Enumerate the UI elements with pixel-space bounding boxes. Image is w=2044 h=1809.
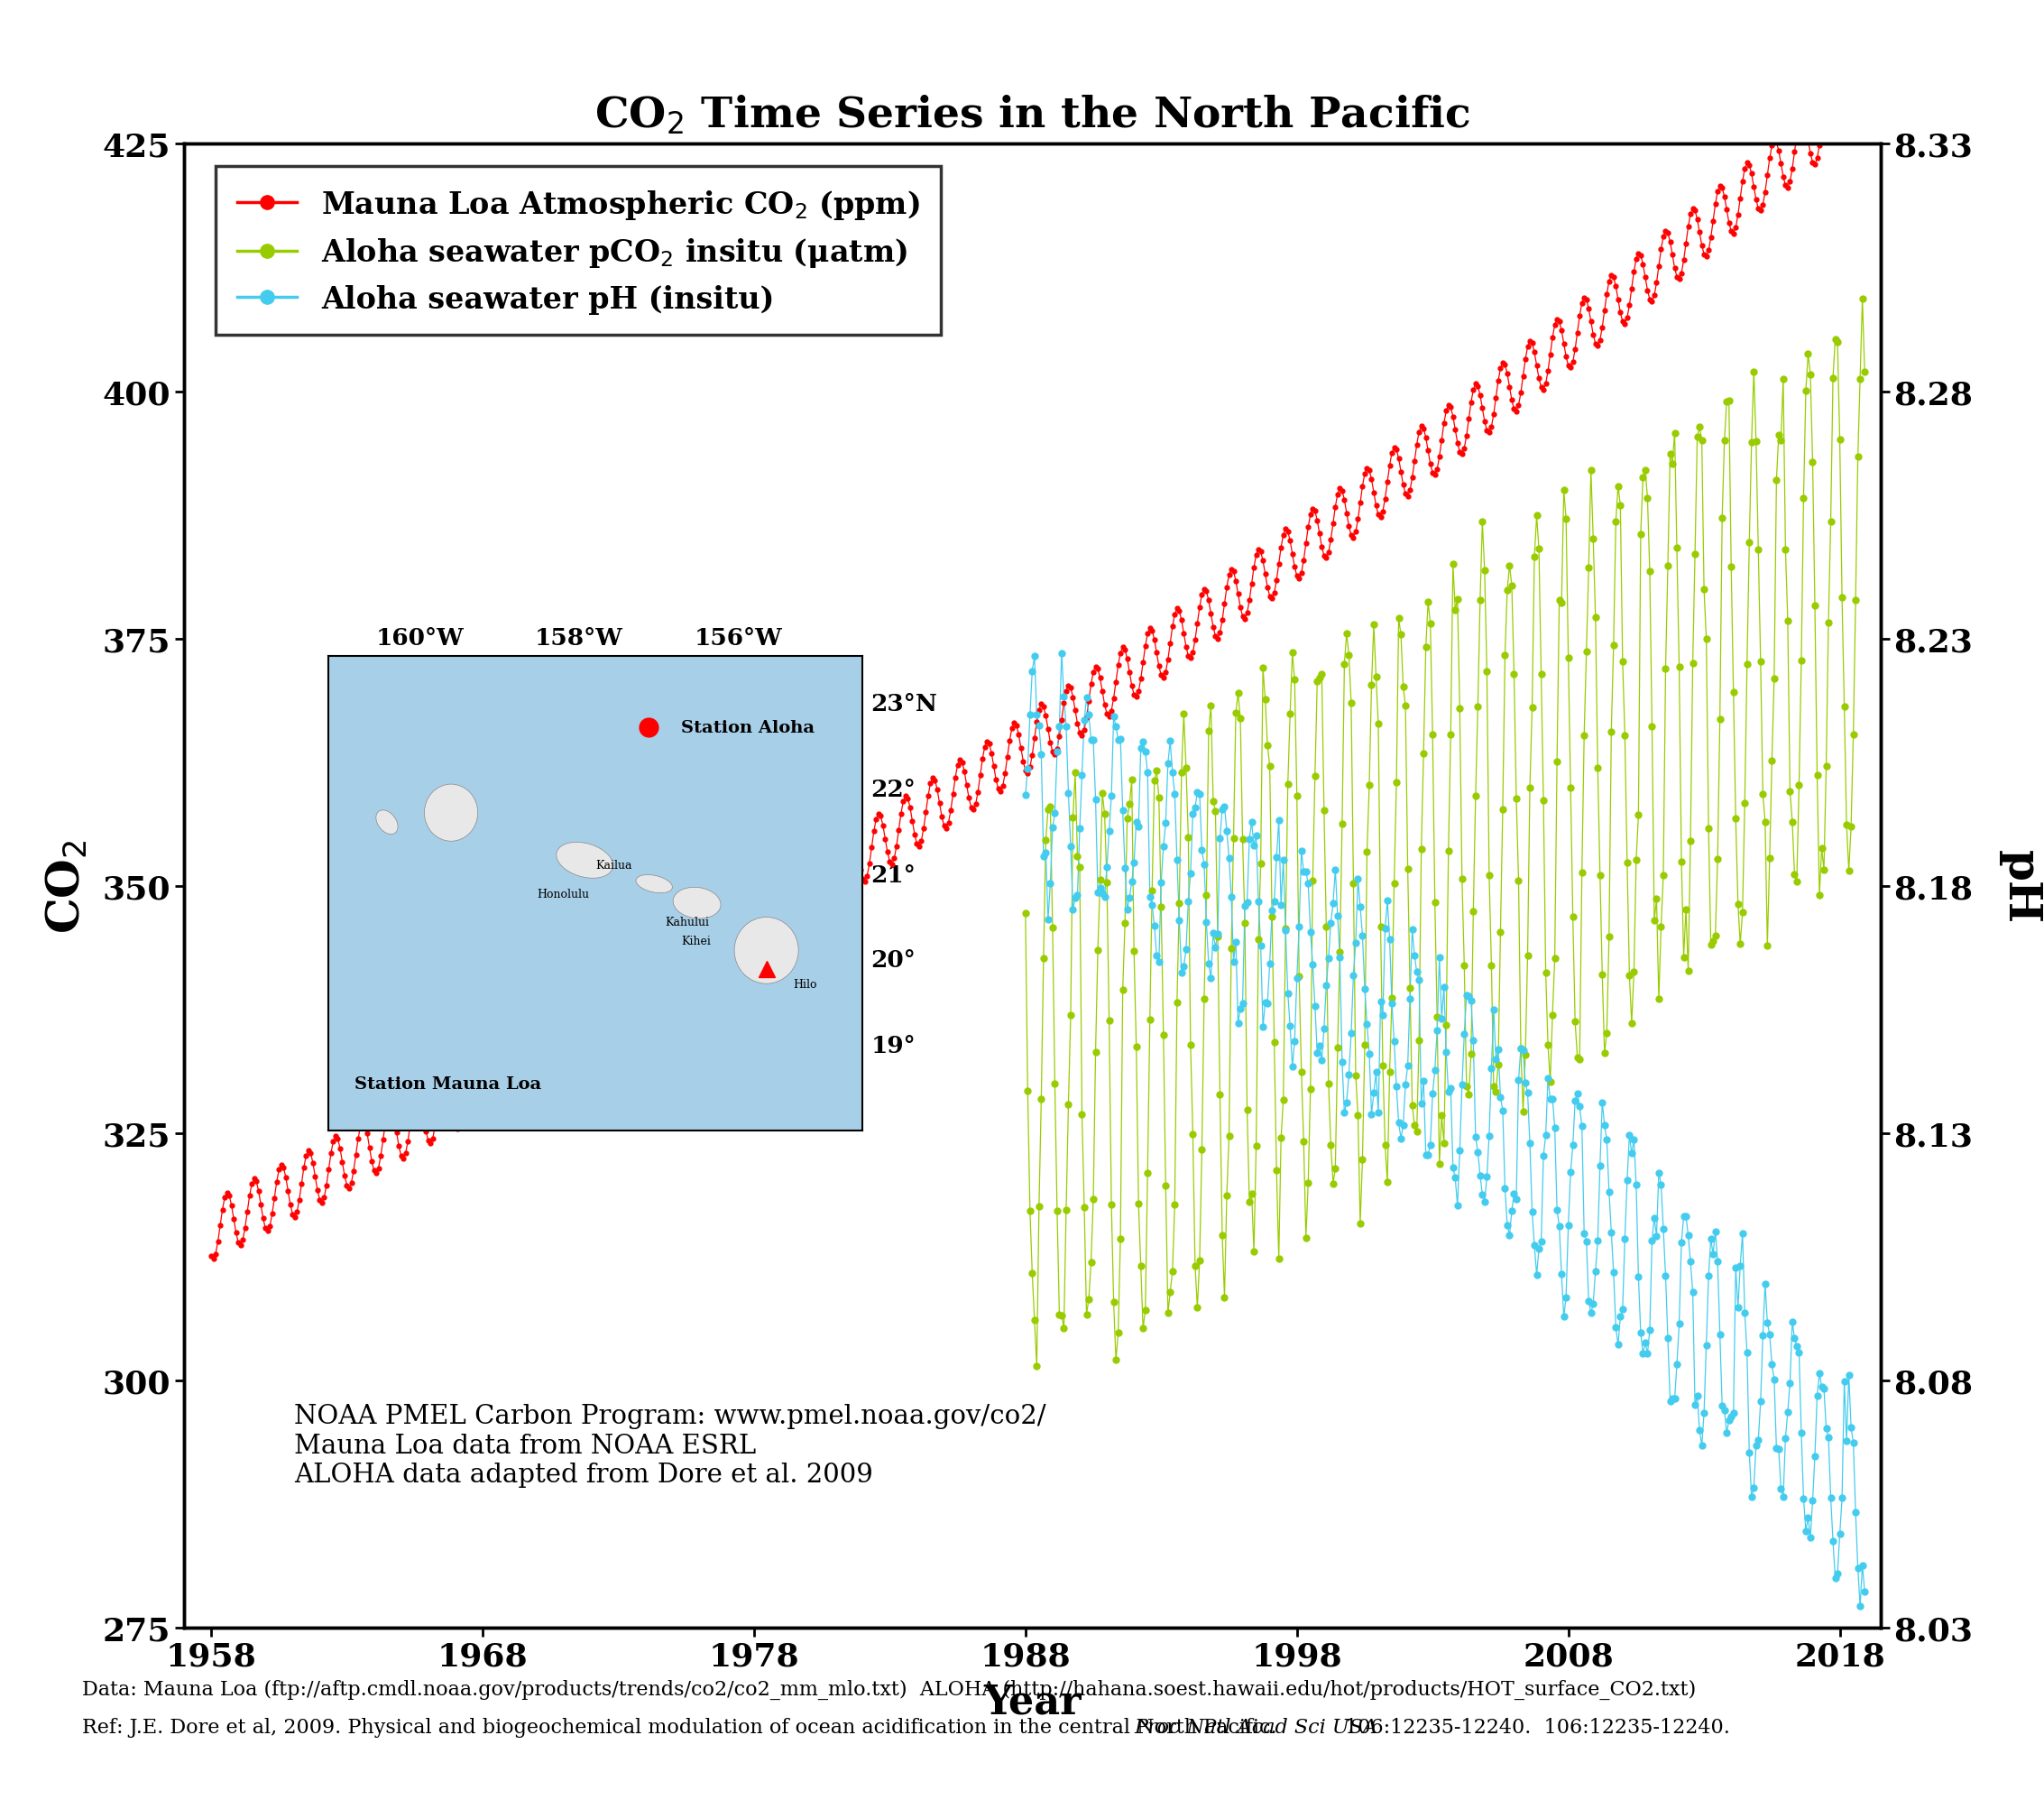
Text: NOAA PMEL Carbon Program: www.pmel.noaa.gov/co2/
Mauna Loa data from NOAA ESRL
A: NOAA PMEL Carbon Program: www.pmel.noaa.… — [294, 1404, 1047, 1487]
Text: 22°: 22° — [871, 778, 916, 801]
Text: Ref: J.E. Dore et al, 2009. Physical and biogeochemical modulation of ocean acid: Ref: J.E. Dore et al, 2009. Physical and… — [82, 1717, 1284, 1737]
Text: 23°N: 23°N — [871, 693, 938, 715]
Y-axis label: pH: pH — [1999, 850, 2042, 923]
Y-axis label: CO$_2$: CO$_2$ — [45, 839, 90, 933]
X-axis label: Year: Year — [983, 1682, 1081, 1720]
Text: 156°W: 156°W — [695, 626, 783, 649]
Text: 20°: 20° — [871, 950, 916, 971]
Text: 160°W: 160°W — [376, 626, 464, 649]
Text: Proc Natl Acad Sci USA: Proc Natl Acad Sci USA — [1134, 1717, 1378, 1737]
Title: CO$_2$ Time Series in the North Pacific: CO$_2$ Time Series in the North Pacific — [595, 94, 1470, 136]
Legend: Mauna Loa Atmospheric CO$_2$ (ppm), Aloha seawater pCO$_2$ insitu (μatm), Aloha : Mauna Loa Atmospheric CO$_2$ (ppm), Aloh… — [217, 166, 940, 336]
Text: 21°: 21° — [871, 863, 916, 886]
Text: 158°W: 158°W — [536, 626, 623, 649]
Text: 106:12235-12240.  106:12235-12240.: 106:12235-12240. 106:12235-12240. — [1339, 1717, 1729, 1737]
Text: Data: Mauna Loa (ftp://aftp.cmdl.noaa.gov/products/trends/co2/co2_mm_mlo.txt)  A: Data: Mauna Loa (ftp://aftp.cmdl.noaa.go… — [82, 1679, 1697, 1699]
Text: 19°: 19° — [871, 1035, 916, 1056]
